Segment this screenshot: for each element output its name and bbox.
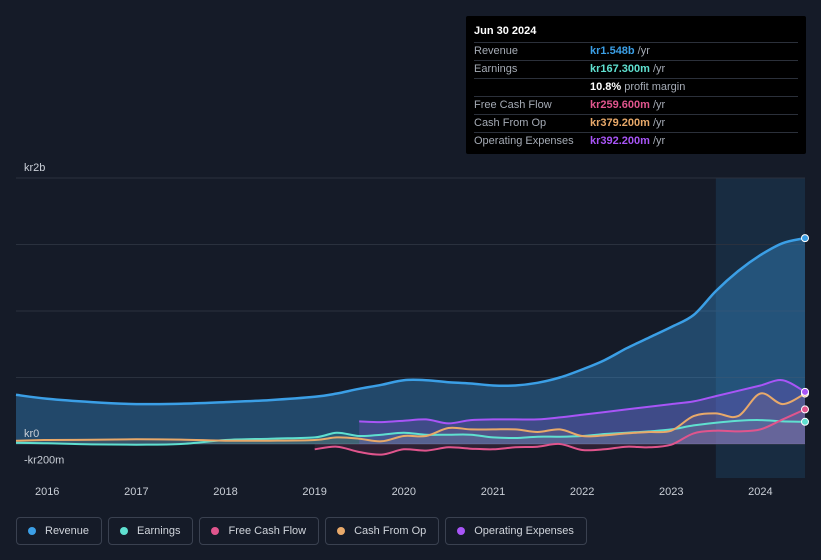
tooltip-date: Jun 30 2024 (474, 24, 798, 43)
free-cash-flow-line (314, 408, 806, 456)
x-axis-tick-label: 2016 (35, 486, 59, 498)
legend-item-revenue[interactable]: Revenue (16, 517, 103, 545)
earnings-area (16, 420, 805, 445)
x-axis-tick-label: 2021 (481, 486, 505, 498)
legend: Revenue Earnings Free Cash Flow Cash From O… (16, 517, 587, 545)
y-axis-labels: kr2b kr0 -kr200m (24, 162, 64, 467)
cash-from-op-area (16, 393, 805, 444)
tooltip-row-value: kr259.600m (590, 99, 650, 111)
legend-dot-icon (28, 527, 36, 535)
legend-dot-icon (120, 527, 129, 535)
legend-item-cash-from-op[interactable]: Cash From Op (325, 517, 440, 545)
tooltip-row-unit: /yr (652, 135, 666, 147)
tooltip-row: 10.8% profit margin (474, 79, 798, 97)
tooltip-row: Operating Expenses kr392.200m/yr (474, 133, 798, 150)
tooltip-row: Cash From Op kr379.200m/yr (474, 115, 798, 133)
tooltip-row-label (474, 79, 590, 96)
x-axis-ticks: 2016 2017 2018 2019 2020 2021 2022 2023 2024 (35, 486, 773, 498)
revenue-line (15, 236, 806, 406)
x-axis-tick-label: 2022 (570, 486, 594, 498)
tooltip-row-label: Revenue (474, 45, 519, 57)
tooltip-row-unit: profit margin (624, 81, 686, 93)
operating-expenses-line (359, 379, 806, 425)
tooltip-row: Revenue kr1.548b/yr (474, 43, 798, 61)
tooltip-row-label: Cash From Op (474, 117, 547, 129)
x-axis-tick-label: 2019 (302, 486, 326, 498)
x-axis-tick-label: 2018 (213, 486, 237, 498)
y-axis-label: -kr200m (24, 455, 64, 467)
legend-label: Earnings (137, 525, 181, 537)
x-axis-tick-label: 2023 (659, 486, 683, 498)
legend-dot-icon (337, 527, 346, 535)
series-areas (16, 238, 805, 455)
legend-item-operating-expenses[interactable]: Operating Expenses (445, 517, 587, 545)
legend-label: Operating Expenses (474, 525, 574, 537)
gridlines (16, 177, 805, 445)
tooltip-row-value: kr392.200m (590, 135, 650, 147)
revenue-end-dot (801, 234, 809, 243)
tooltip-row-unit: /yr (637, 45, 650, 57)
free-cash-flow-area (314, 409, 805, 455)
tooltip-row-label: Free Cash Flow (474, 99, 552, 111)
earnings-end-dot (801, 417, 809, 426)
tooltip-row-value: kr1.548b (590, 45, 635, 57)
legend-dot-icon (211, 527, 220, 535)
legend-item-earnings[interactable]: Earnings (108, 517, 194, 545)
y-axis-label: kr2b (24, 162, 45, 174)
legend-dot-icon (457, 527, 466, 535)
series-lines (15, 236, 806, 456)
tooltip-row-label: Earnings (474, 63, 518, 75)
tooltip-row-value: 10.8% (590, 81, 622, 93)
tooltip-row-unit: /yr (652, 99, 666, 111)
revenue-area (16, 238, 805, 444)
legend-label: Revenue (45, 525, 90, 537)
legend-label: Free Cash Flow (228, 525, 307, 537)
y-axis-label: kr0 (24, 428, 39, 440)
series-end-markers (801, 234, 809, 426)
tooltip-row-value: kr379.200m (590, 117, 650, 129)
legend-label: Cash From Op (354, 525, 427, 537)
cash-from-op-line (15, 392, 806, 443)
legend-item-free-cash-flow[interactable]: Free Cash Flow (199, 517, 320, 545)
tooltip-panel: Jun 30 2024 Revenue kr1.548b/yr Earnings kr… (466, 16, 806, 154)
tooltip-row-unit: /yr (652, 117, 666, 129)
free-cash-flow-end-dot (801, 405, 809, 414)
highlight-region (715, 178, 805, 478)
x-axis-tick-label: 2024 (748, 486, 772, 498)
tooltip-row: Earnings kr167.300m/yr (474, 61, 798, 79)
tooltip-row-value: kr167.300m (590, 63, 650, 75)
operating-expenses-area (359, 380, 805, 444)
operating-expenses-end-dot (801, 387, 809, 396)
x-axis-tick-label: 2020 (392, 486, 416, 498)
x-axis-tick-label: 2017 (124, 486, 148, 498)
tooltip-row-label: Operating Expenses (474, 135, 574, 147)
tooltip-row: Free Cash Flow kr259.600m/yr (474, 97, 798, 115)
tooltip-row-unit: /yr (652, 63, 666, 75)
